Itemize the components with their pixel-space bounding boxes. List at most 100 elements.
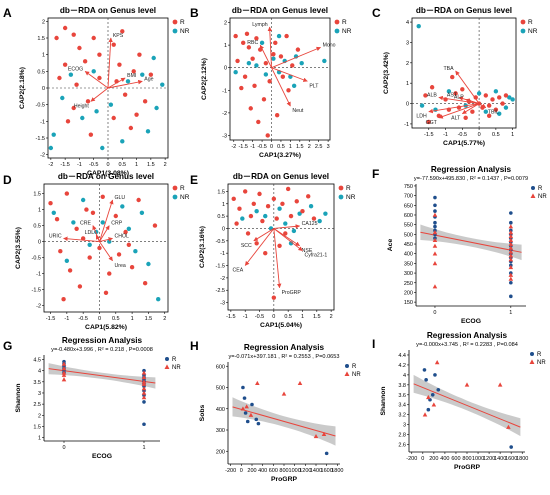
arrow-crp xyxy=(99,225,110,242)
point-nr xyxy=(299,60,304,66)
x-axis-label: CAP1(5.04%) xyxy=(260,322,302,329)
y-tick-label: 0 xyxy=(222,226,225,232)
x-tick-label: -1.5 xyxy=(60,162,69,168)
y-tick-label: 1.5 xyxy=(217,189,225,195)
x-tick-label: 1 xyxy=(509,310,512,316)
point-r xyxy=(453,91,458,96)
x-tick-label: 1800 xyxy=(331,468,343,474)
point-r xyxy=(294,199,299,204)
y-tick-label: 4.2 xyxy=(398,363,406,369)
y-tick-label: -0.5 xyxy=(36,103,45,109)
y-tick-label: -2 xyxy=(36,304,41,310)
point-nr xyxy=(71,220,76,225)
point-r xyxy=(261,97,267,102)
point-r xyxy=(246,45,252,50)
y-tick-label: -2 xyxy=(40,153,45,159)
arrow-rbc xyxy=(259,44,272,68)
point-r xyxy=(277,243,282,248)
legend-nr-symbol xyxy=(334,28,340,34)
point-r xyxy=(116,252,122,257)
point-r xyxy=(134,112,139,117)
regression-equation: y=-0.480x+3.996 , R² = 0.218 , P=0.0008 xyxy=(51,347,153,353)
arrow-label: NSE xyxy=(302,248,313,254)
legend-r-label: R xyxy=(538,186,543,192)
point-nr xyxy=(108,102,114,107)
x-tick-label: 2 xyxy=(308,144,311,150)
arrow-urea xyxy=(99,241,113,262)
y-tick-label: 1.5 xyxy=(37,36,45,42)
x-tick-label: 200 xyxy=(247,468,256,474)
x-tick-label: -1.5 xyxy=(238,144,247,150)
arrow-glu xyxy=(99,199,114,242)
regression-equation: y=-0.071x+397.181 , R² = 0.2553 , P=0.06… xyxy=(228,354,339,360)
panel-letter: A xyxy=(3,6,12,20)
y-tick-label: 500 xyxy=(404,232,413,238)
point-r xyxy=(111,42,116,47)
point-nr xyxy=(48,145,54,151)
legend-r-symbol xyxy=(172,19,178,25)
point-nr xyxy=(507,95,512,100)
arrow-label: CHOL xyxy=(115,233,130,239)
x-axis-label: ProGRP xyxy=(454,464,481,471)
legend-r-symbol xyxy=(338,185,344,191)
x-tick-label: -2 xyxy=(231,144,236,150)
legend-r-label: R xyxy=(172,357,177,363)
y-tick-label: 400 xyxy=(404,252,413,258)
y-tick-label: 1 xyxy=(42,53,45,59)
point-nr xyxy=(483,109,489,114)
y-tick-label: 700 xyxy=(404,194,413,200)
x-tick-label: 3 xyxy=(327,144,330,150)
point-nr xyxy=(416,23,421,29)
point-nr xyxy=(120,139,125,144)
x-tick-label: -1.5 xyxy=(226,314,235,320)
point-nr xyxy=(60,95,65,101)
point-r xyxy=(503,93,509,98)
legend-r-symbol xyxy=(334,19,340,25)
y-tick-label: -0.5 xyxy=(216,239,225,245)
point-r xyxy=(90,210,96,215)
y-tick-label: 3.8 xyxy=(398,383,406,389)
arrow-alp xyxy=(465,98,480,104)
point-r xyxy=(243,411,248,415)
point-r xyxy=(128,125,134,131)
y-tick-label: 4 xyxy=(38,369,41,375)
y-tick-label: 1 xyxy=(406,81,409,87)
legend-nr-symbol xyxy=(164,364,170,369)
point-nr xyxy=(313,433,319,439)
y-tick-label: -2.5 xyxy=(216,288,225,294)
point-r xyxy=(91,35,96,41)
point-nr xyxy=(156,297,161,302)
point-r xyxy=(48,201,53,206)
point-r xyxy=(61,297,66,302)
panel-title: db－RDA on Genus level xyxy=(58,172,154,181)
x-tick-label: 0 xyxy=(270,144,273,150)
arrow-mono xyxy=(271,46,321,69)
point-r xyxy=(85,99,91,104)
x-tick-label: -1.5 xyxy=(46,316,55,322)
arrow-label: ProGRP xyxy=(282,290,302,296)
x-tick-label: 0.5 xyxy=(492,132,500,138)
point-r xyxy=(235,58,240,64)
point-r xyxy=(267,79,272,84)
point-r xyxy=(142,281,148,286)
fit-line xyxy=(48,368,156,384)
arrow-ldl xyxy=(95,234,101,242)
point-r xyxy=(424,378,428,382)
y-tick-label: 3.2 xyxy=(398,413,406,419)
arrow-label: SCC xyxy=(241,243,252,249)
arrow-scc xyxy=(253,228,275,242)
legend-nr-symbol xyxy=(338,194,344,200)
panel-h: H Regression Analysis y=-0.071x+397.181 , … xyxy=(190,339,361,483)
x-tick-label: 1 xyxy=(135,162,138,168)
point-r xyxy=(126,242,132,247)
arrow-age xyxy=(107,79,143,89)
point-nr xyxy=(244,404,249,409)
point-nr xyxy=(61,361,67,366)
regression-equation: y=-0.000x+3.745 , R² = 0.2283 , P=0.084 xyxy=(416,342,518,348)
point-nr xyxy=(233,70,238,75)
y-tick-label: -0.5 xyxy=(32,256,41,262)
point-r xyxy=(113,213,118,219)
point-nr xyxy=(508,224,514,229)
point-nr xyxy=(508,272,514,277)
y-tick-label: 1.5 xyxy=(33,192,41,198)
